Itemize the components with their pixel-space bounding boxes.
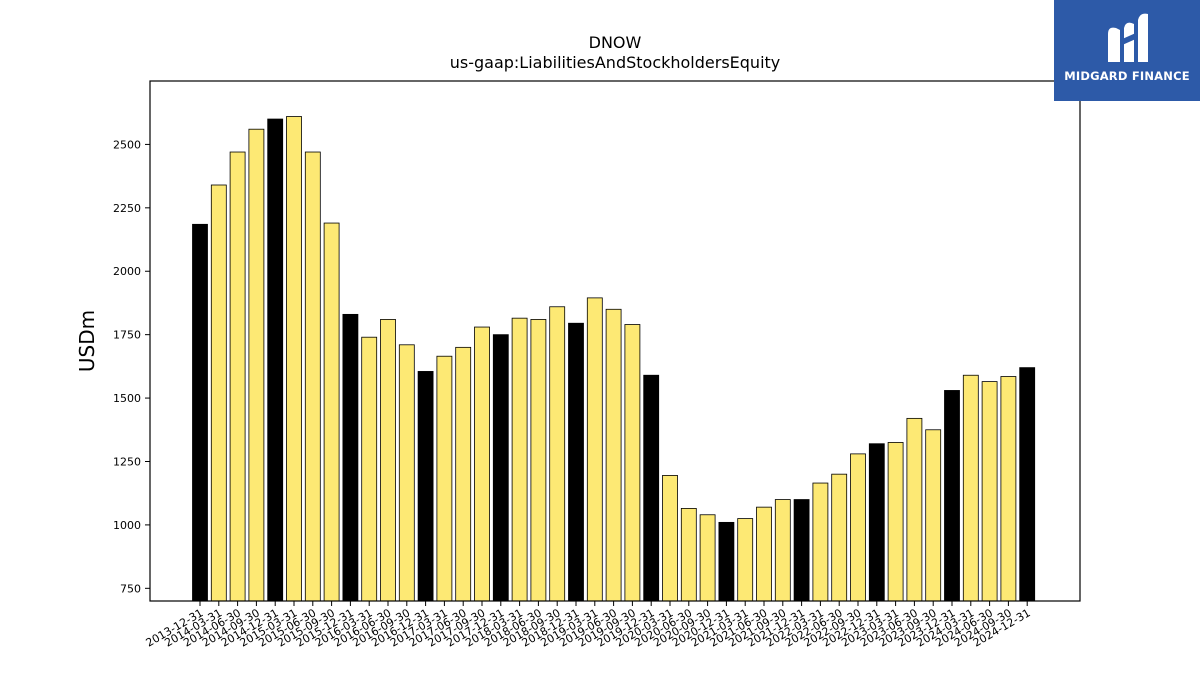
bar-2023-06-30 — [906, 417, 923, 602]
y-tick-label: 750 — [120, 582, 141, 595]
bar-2021-12-31 — [793, 499, 810, 602]
y-axis: 750 1000 1250 1500 1750 2000 2250 2500 — [113, 138, 150, 595]
bar-2017-06-30 — [455, 346, 472, 602]
bar-2022-09-30 — [850, 453, 866, 602]
bar-2022-06-30 — [831, 473, 848, 602]
bar-2018-03-31 — [511, 317, 528, 602]
y-tick-label: 2000 — [113, 265, 141, 278]
bar-2014-12-31 — [267, 118, 284, 602]
bar-2017-03-31 — [436, 355, 453, 602]
x-axis: 2013-12-312014-03-312014-06-302014-09-30… — [144, 601, 1033, 650]
chart-subtitle: us-gaap:LiabilitiesAndStockholdersEquity — [450, 53, 781, 72]
bar-2022-03-31 — [812, 482, 829, 602]
bar-2014-06-30 — [229, 151, 246, 602]
chart-title: DNOW — [589, 33, 642, 52]
bar-2023-12-31 — [944, 390, 960, 602]
bar-2014-03-31 — [210, 184, 227, 602]
bar-2015-09-30 — [323, 222, 340, 602]
bar-2020-03-31 — [662, 475, 678, 602]
bar-2020-12-31 — [718, 521, 735, 602]
bar-2014-09-30 — [248, 128, 265, 602]
bar-2023-03-31 — [887, 442, 904, 602]
bar-2020-06-30 — [680, 508, 697, 602]
y-tick-label: 1000 — [113, 519, 141, 532]
bar-2016-06-30 — [380, 319, 396, 602]
bar-2019-09-30 — [624, 324, 641, 602]
bar-2021-06-30 — [756, 506, 772, 602]
y-tick-label: 1750 — [113, 329, 141, 342]
bar-2021-09-30 — [774, 499, 791, 602]
bar-2021-03-31 — [737, 518, 754, 602]
y-axis-label: USDm — [75, 310, 99, 372]
bar-2015-03-31 — [286, 116, 302, 602]
bar-2017-09-30 — [474, 326, 490, 602]
bar-2017-12-31 — [492, 334, 509, 602]
brand-name: MIDGARD FINANCE — [1064, 69, 1190, 83]
plot-frame — [149, 80, 1081, 602]
y-tick-label: 2250 — [113, 202, 141, 215]
bar-2016-03-31 — [361, 336, 378, 602]
y-tick-label: 1250 — [113, 455, 141, 468]
bar-2015-12-31 — [342, 313, 359, 602]
y-tick-label: 1500 — [113, 392, 141, 405]
bar-2016-12-31 — [417, 371, 434, 602]
brand-logo: MIDGARD FINANCE — [1054, 0, 1200, 101]
bar-2024-09-30 — [1000, 376, 1017, 602]
bar-2019-06-30 — [605, 308, 622, 602]
bar-2020-09-30 — [699, 514, 716, 602]
bar-2018-06-30 — [530, 319, 547, 602]
midgard-m-logo-icon — [1108, 13, 1148, 63]
bar-2018-12-31 — [568, 322, 584, 602]
bar-2024-03-31 — [962, 374, 979, 602]
y-tick-label: 2500 — [113, 138, 141, 151]
bar-2024-12-31 — [1019, 367, 1036, 602]
bar-2019-12-31 — [643, 374, 660, 602]
bar-2024-06-30 — [981, 381, 998, 602]
bars-group — [192, 116, 1036, 602]
bar-2015-06-30 — [304, 151, 321, 602]
bar-2018-09-30 — [549, 306, 566, 602]
bar-2022-12-31 — [868, 443, 885, 602]
bar-2013-12-31 — [192, 223, 208, 602]
bar-2023-09-30 — [925, 429, 942, 602]
bar-2019-03-31 — [586, 297, 603, 602]
bar-2016-09-30 — [398, 344, 415, 602]
